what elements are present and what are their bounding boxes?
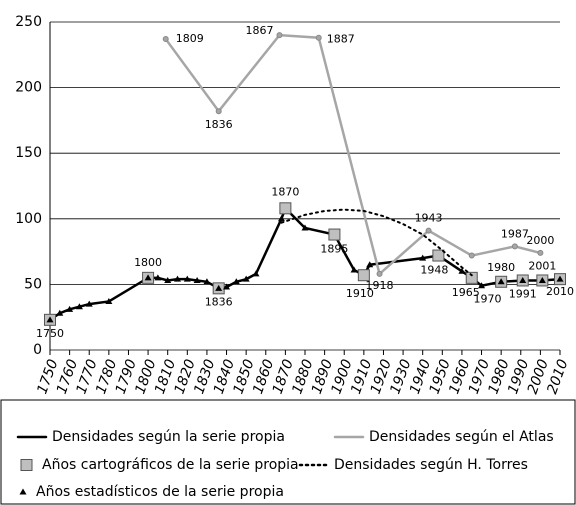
data-label: 1970	[474, 293, 502, 306]
data-label: 1895	[320, 243, 348, 256]
point	[537, 249, 544, 256]
triangle-marker	[497, 278, 505, 285]
triangle-marker	[277, 215, 285, 222]
data-label: 1867	[246, 24, 274, 37]
data-label: 1870	[271, 185, 299, 198]
data-label: 1980	[487, 261, 515, 274]
square-marker	[465, 271, 478, 284]
legend-swatch	[20, 459, 33, 471]
legend-swatch	[19, 488, 27, 495]
data-label: 1836	[205, 118, 233, 131]
point	[215, 108, 222, 115]
data-label: 1800	[134, 256, 162, 269]
legend-label: Años estadísticos de la serie propia	[36, 484, 284, 500]
square-marker	[357, 269, 370, 282]
series-line	[164, 33, 542, 277]
triangle-marker	[183, 275, 191, 282]
triangle-marker	[232, 278, 240, 285]
point	[162, 36, 169, 43]
square-marker	[432, 249, 445, 262]
triangle-marker	[164, 276, 172, 283]
square-marker	[328, 228, 341, 241]
point	[468, 252, 475, 259]
y-tick-label: 0	[33, 342, 42, 358]
triangle-marker	[85, 300, 93, 307]
legend-box	[0, 399, 576, 505]
triangle-marker	[174, 275, 181, 282]
data-label: 1987	[501, 227, 529, 240]
y-tick-label: 200	[15, 80, 42, 96]
data-label: 1836	[205, 295, 233, 308]
point	[315, 34, 322, 41]
point	[511, 243, 518, 250]
triangle-marker	[556, 275, 564, 282]
triangle-marker	[223, 283, 231, 290]
data-label: 2010	[546, 285, 574, 298]
triangle-marker	[252, 270, 260, 277]
data-label: 1965	[452, 286, 480, 299]
triangle-marker	[478, 282, 486, 289]
y-tick-label: 50	[24, 276, 42, 292]
y-tick-label: 100	[15, 211, 42, 227]
data-label: 1887	[327, 33, 355, 46]
y-tick-label: 250	[15, 14, 42, 30]
triangle-marker	[144, 274, 152, 281]
legend-label: Años cartográficos de la serie propia	[42, 457, 299, 473]
data-label: 1750	[36, 327, 64, 340]
data-label: 2000	[526, 234, 554, 247]
point	[376, 270, 383, 277]
data-label: 1918	[366, 279, 394, 292]
point	[276, 32, 283, 39]
triangle-marker	[46, 316, 54, 323]
triangle-marker	[366, 261, 374, 268]
triangle-marker	[75, 303, 83, 310]
data-label: 1948	[420, 264, 448, 277]
square-marker	[279, 202, 292, 215]
legend-label: Densidades según la serie propia	[52, 429, 285, 445]
triangle-marker	[242, 275, 250, 282]
triangle-marker	[519, 276, 527, 283]
triangle-marker	[56, 309, 64, 316]
triangle-marker	[419, 254, 427, 261]
triangle-marker	[193, 276, 201, 283]
legend-label: Densidades según H. Torres	[334, 457, 528, 473]
triangle-marker	[105, 297, 113, 304]
triangle-marker	[66, 305, 74, 312]
triangle-marker	[203, 278, 211, 285]
point	[425, 227, 432, 234]
data-label: 1991	[509, 287, 537, 300]
y-tick-label: 150	[15, 145, 42, 161]
triangle-marker	[538, 276, 546, 283]
legend-label: Densidades según el Atlas	[369, 429, 554, 445]
data-label: 1809	[176, 32, 204, 45]
triangle-marker	[301, 224, 309, 231]
data-label: 2001	[528, 259, 556, 272]
data-label: 1910	[346, 287, 374, 300]
triangle-marker	[215, 284, 223, 291]
triangle-marker	[458, 267, 466, 274]
series-line	[280, 208, 473, 277]
triangle-marker	[350, 266, 358, 273]
triangle-marker	[154, 274, 162, 281]
data-label: 1943	[415, 212, 443, 225]
